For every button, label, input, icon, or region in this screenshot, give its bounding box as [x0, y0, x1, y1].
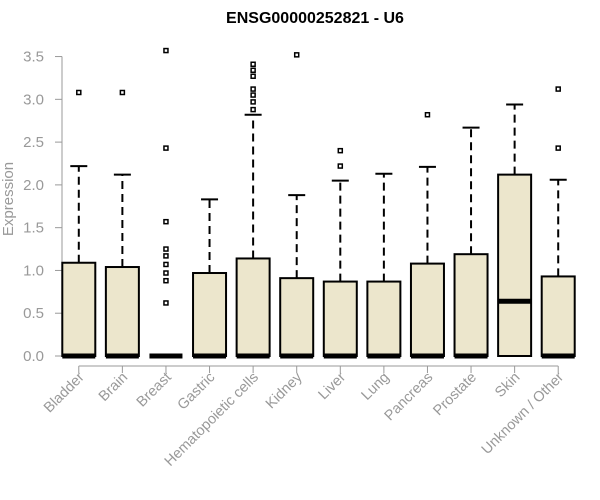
outlier-point — [293, 52, 300, 58]
plot-area — [61, 47, 576, 359]
y-tick-label: 3.5 — [23, 49, 44, 66]
outlier-point — [250, 99, 256, 105]
box-pancreas — [409, 111, 445, 359]
y-tick-label: 1.0 — [23, 262, 44, 279]
box-liver — [322, 147, 358, 359]
outlier-point — [555, 86, 561, 92]
box-breast — [149, 47, 183, 359]
box — [104, 266, 140, 357]
outlier-point — [250, 92, 256, 98]
box — [453, 253, 489, 357]
outlier-point — [163, 246, 169, 252]
box — [235, 257, 271, 358]
outlier-point — [163, 145, 169, 151]
y-axis-label: Expression — [0, 162, 17, 236]
y-tick-label: 2.0 — [23, 177, 44, 194]
box-unknown-other — [540, 86, 576, 359]
box-brain — [104, 89, 140, 359]
outlier-point — [163, 300, 169, 306]
box — [322, 280, 358, 358]
chart-title: ENSG00000252821 - U6 — [226, 10, 404, 27]
box-hematopoietic-cells — [235, 61, 271, 359]
outlier-point — [250, 106, 256, 113]
outlier-point — [163, 253, 169, 259]
x-tick-label: Unknown / Other — [479, 369, 567, 457]
x-tick-label: Brain — [96, 370, 131, 405]
outlier-point — [555, 145, 561, 151]
outlier-point — [163, 47, 169, 54]
box-kidney — [279, 52, 315, 359]
x-tick-label: Breast — [134, 370, 175, 411]
x-tick-label: Skin — [492, 370, 523, 401]
box — [497, 173, 533, 357]
outlier-point — [337, 147, 344, 154]
box — [61, 261, 97, 357]
box-gastric — [192, 198, 228, 359]
x-tick-label: Pancreas — [382, 370, 437, 425]
x-tick-label: Kidney — [263, 369, 306, 412]
outlier-point — [163, 270, 169, 276]
x-tick-label: Gastric — [175, 370, 219, 414]
outlier-point — [119, 89, 126, 96]
box — [366, 280, 402, 358]
x-tick-label: Lung — [359, 370, 393, 404]
y-tick-label: 2.5 — [23, 134, 44, 151]
outlier-point — [163, 218, 169, 225]
y-tick-label: 0.0 — [23, 348, 44, 365]
y-tick-label: 3.0 — [23, 91, 44, 108]
outlier-point — [163, 277, 169, 284]
y-tick-label: 1.5 — [23, 220, 44, 237]
outlier-point — [250, 73, 256, 79]
outlier-point — [337, 163, 344, 169]
x-tick-label: Bladder — [41, 369, 88, 416]
box-bladder — [61, 89, 97, 359]
outlier-point — [163, 261, 169, 268]
x-tick-label: Prostate — [430, 370, 479, 419]
box-skin — [497, 103, 533, 357]
box-prostate — [453, 126, 489, 359]
outlier-point — [250, 61, 256, 68]
x-tick-label: Liver — [316, 369, 350, 403]
outlier-point — [250, 67, 256, 73]
box — [279, 277, 315, 357]
box — [192, 272, 228, 357]
outlier-point — [250, 86, 256, 92]
y-axis: 0.0 0.5 1.0 1.5 2.0 2.5 3.0 3.5 — [23, 49, 63, 365]
y-tick-label: 0.5 — [23, 305, 44, 322]
outlier-point — [424, 111, 431, 118]
box — [540, 275, 576, 357]
box-lung — [366, 172, 402, 359]
outlier-point — [76, 89, 82, 96]
box — [409, 262, 445, 358]
